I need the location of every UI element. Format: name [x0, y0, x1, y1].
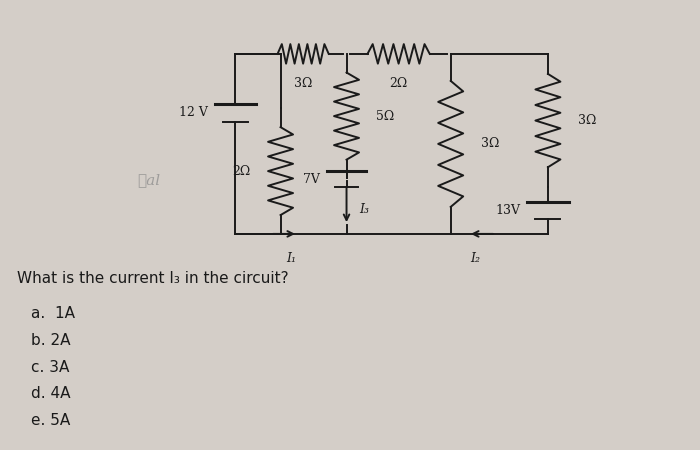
Text: c. 3A: c. 3A [31, 360, 69, 375]
Text: 5Ω: 5Ω [377, 110, 395, 122]
Text: 13V: 13V [495, 204, 520, 217]
Text: a.  1A: a. 1A [31, 306, 75, 321]
Text: d. 4A: d. 4A [31, 387, 70, 401]
Text: 2Ω: 2Ω [389, 77, 407, 90]
Text: e. 5A: e. 5A [31, 413, 70, 428]
Text: I₂: I₂ [470, 252, 480, 265]
Text: 12 V: 12 V [178, 106, 208, 119]
Text: What is the current I₃ in the circuit?: What is the current I₃ in the circuit? [17, 271, 288, 286]
Text: 7V: 7V [303, 173, 320, 186]
Text: 2Ω: 2Ω [232, 165, 251, 178]
Text: 3Ω: 3Ω [578, 114, 596, 127]
Text: b. 2A: b. 2A [31, 333, 70, 348]
Text: I₃: I₃ [359, 203, 369, 216]
Text: I₁: I₁ [286, 252, 296, 265]
Text: 3Ω: 3Ω [481, 137, 499, 150]
Text: ꓢal: ꓢal [137, 174, 160, 188]
Text: 3Ω: 3Ω [294, 77, 312, 90]
